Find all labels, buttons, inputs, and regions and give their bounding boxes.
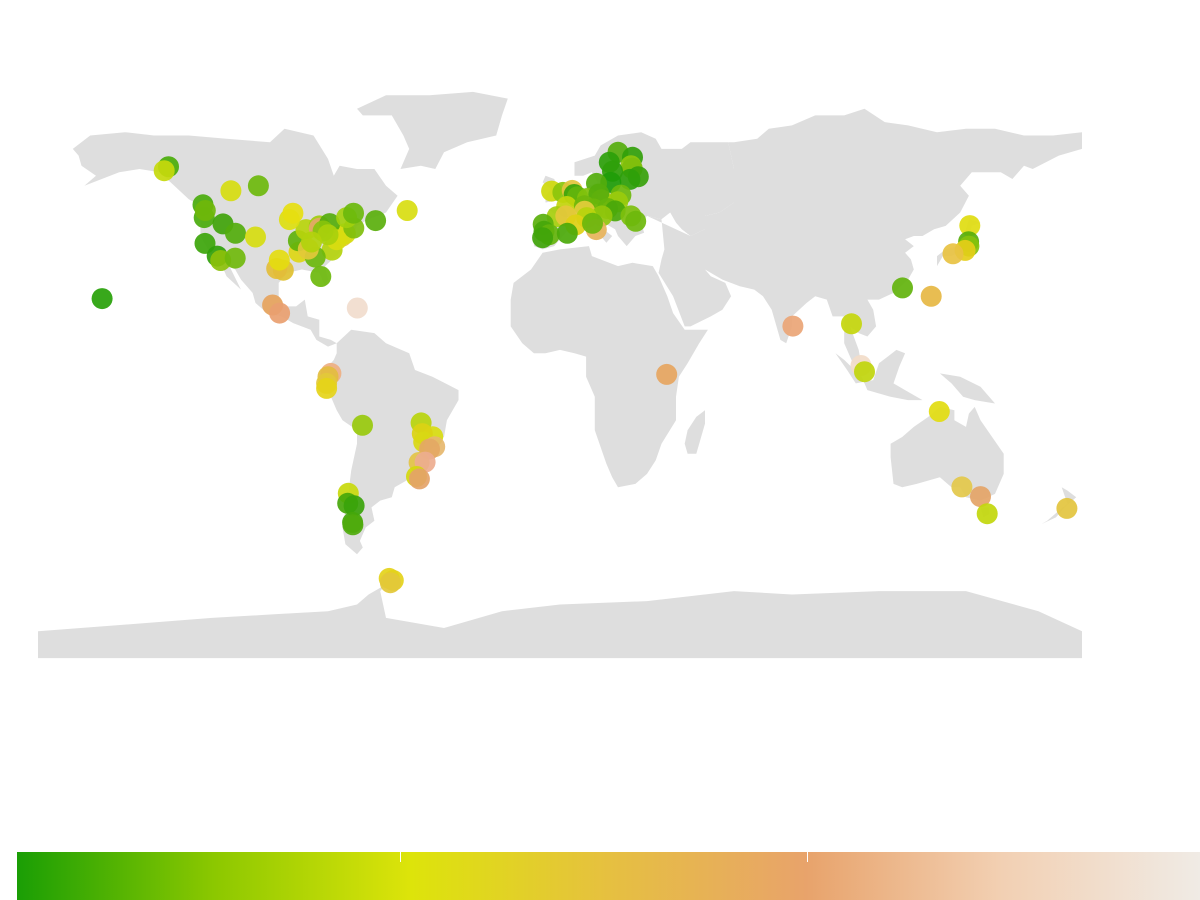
location-marker[interactable] xyxy=(656,363,678,385)
location-marker[interactable] xyxy=(316,377,338,399)
point-layer xyxy=(91,141,1078,594)
location-marker[interactable] xyxy=(245,226,266,248)
land-layer xyxy=(38,91,1082,659)
landmass-madagascar xyxy=(684,410,705,454)
landmass-australia xyxy=(890,406,1004,501)
landmass-new-zealand xyxy=(1041,487,1077,525)
location-marker[interactable] xyxy=(346,297,368,319)
location-marker[interactable] xyxy=(342,514,364,536)
location-marker[interactable] xyxy=(220,180,242,202)
location-marker[interactable] xyxy=(920,285,942,307)
location-marker[interactable] xyxy=(959,215,981,237)
location-marker[interactable] xyxy=(582,212,603,234)
location-marker[interactable] xyxy=(970,486,991,508)
location-marker[interactable] xyxy=(841,313,862,335)
location-marker[interactable] xyxy=(892,277,913,299)
color-scale-legend xyxy=(17,852,1200,900)
location-marker[interactable] xyxy=(153,160,175,182)
location-marker[interactable] xyxy=(854,361,875,383)
location-marker[interactable] xyxy=(282,202,304,224)
location-marker[interactable] xyxy=(782,315,804,337)
location-marker[interactable] xyxy=(556,222,578,244)
location-marker[interactable] xyxy=(301,231,322,253)
location-marker[interactable] xyxy=(343,202,364,224)
location-marker[interactable] xyxy=(224,247,246,269)
location-marker[interactable] xyxy=(268,249,290,271)
legend-tick xyxy=(807,852,808,862)
location-marker[interactable] xyxy=(269,302,291,324)
landmass-greenland xyxy=(357,91,508,169)
location-marker[interactable] xyxy=(194,200,216,221)
location-marker[interactable] xyxy=(951,476,973,498)
location-marker[interactable] xyxy=(379,572,401,594)
legend-tick xyxy=(400,852,401,862)
landmass-newguinea xyxy=(939,373,995,404)
landmass-asia xyxy=(647,108,1082,367)
location-marker[interactable] xyxy=(396,200,418,221)
location-marker[interactable] xyxy=(343,495,365,517)
location-marker[interactable] xyxy=(365,210,387,232)
location-marker[interactable] xyxy=(1056,497,1078,519)
landmass-antarctica xyxy=(38,581,1082,659)
location-marker[interactable] xyxy=(928,401,950,422)
location-marker[interactable] xyxy=(625,210,647,232)
landmass-indonesia xyxy=(835,349,923,401)
location-marker[interactable] xyxy=(408,468,430,490)
location-marker[interactable] xyxy=(942,243,964,265)
location-marker[interactable] xyxy=(976,503,998,525)
location-marker[interactable] xyxy=(532,227,554,249)
location-marker[interactable] xyxy=(225,222,246,244)
location-marker[interactable] xyxy=(310,266,332,287)
location-marker[interactable] xyxy=(352,414,373,436)
landmass-africa xyxy=(510,246,708,488)
location-marker[interactable] xyxy=(247,175,269,197)
location-marker[interactable] xyxy=(317,224,339,246)
location-marker[interactable] xyxy=(91,288,113,310)
location-marker[interactable] xyxy=(619,168,641,190)
